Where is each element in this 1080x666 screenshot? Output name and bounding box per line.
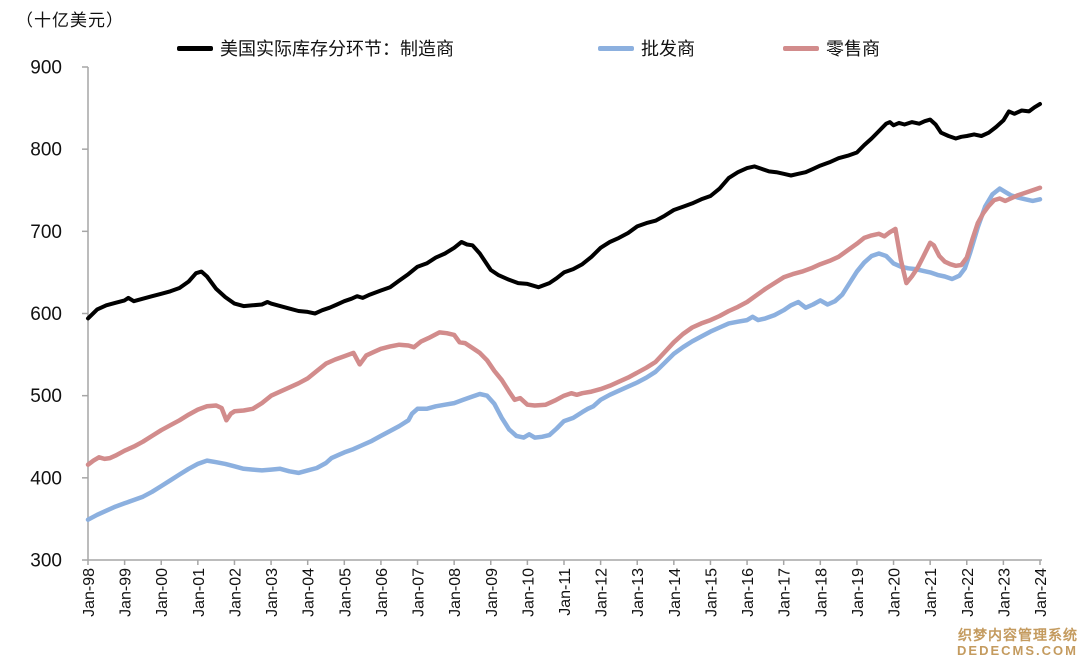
legend-label-wholesaler: 批发商: [641, 39, 695, 59]
x-tick-label: Jan-19: [850, 568, 867, 617]
x-tick-label: Jan-06: [374, 568, 391, 617]
x-tick-label: Jan-10: [520, 568, 537, 617]
y-tick-label: 900: [30, 58, 62, 79]
x-tick-label: Jan-05: [337, 568, 354, 617]
legend-item-retailer: 零售商: [783, 36, 880, 60]
x-tick-label: Jan-17: [777, 568, 794, 617]
x-tick-label: Jan-16: [740, 568, 757, 617]
x-axis-ticks: Jan-98 Jan-99 Jan-00 Jan-01 Jan-02 Jan-03 Jan-…: [81, 560, 1050, 617]
x-tick-label: Jan-00: [154, 568, 171, 617]
legend-label-manufacturer: 美国实际库存分环节：制造商: [220, 39, 454, 59]
series-line-retailer: [85, 185, 1043, 467]
x-tick-label: Jan-11: [557, 568, 574, 616]
x-tick-label: Jan-24: [1033, 568, 1050, 617]
x-tick-label: Jan-21: [923, 568, 940, 617]
y-tick-label: 700: [30, 222, 62, 243]
x-tick-label: Jan-03: [264, 568, 281, 617]
x-tick-label: Jan-98: [81, 568, 98, 617]
x-tick-label: Jan-23: [996, 568, 1013, 617]
legend-line-swatch-retailer: [783, 45, 819, 51]
watermark: 织梦内容管理系统 DEDECMS.COM: [957, 627, 1078, 659]
x-tick-label: Jan-13: [630, 568, 647, 617]
x-tick-label: Jan-07: [411, 568, 428, 617]
axes: [87, 67, 1042, 561]
x-tick-label: Jan-08: [447, 568, 464, 617]
series-lines: [85, 102, 1043, 522]
y-tick-label: 600: [30, 304, 62, 325]
y-tick-label: 500: [30, 386, 62, 407]
watermark-text-domain: DEDECMS.COM: [957, 643, 1078, 658]
x-tick-label: Jan-09: [484, 568, 501, 617]
x-tick-label: Jan-02: [227, 568, 244, 617]
x-tick-label: Jan-18: [813, 568, 830, 617]
y-tick-label: 400: [30, 468, 62, 489]
x-tick-label: Jan-01: [191, 568, 208, 617]
x-tick-label: Jan-20: [887, 568, 904, 617]
legend-item-wholesaler: 批发商: [598, 36, 695, 60]
series-line-manufacturer: [86, 102, 1042, 321]
x-tick-label: Jan-12: [594, 568, 611, 617]
y-tick-label: 300: [30, 551, 62, 572]
y-axis-ticks: 900 800 700 600 500 400 300: [30, 58, 88, 572]
legend-line-swatch-wholesaler: [598, 45, 634, 51]
x-tick-label: Jan-15: [703, 568, 720, 617]
x-tick-label: Jan-22: [960, 568, 977, 617]
legend-item-manufacturer: 美国实际库存分环节：制造商: [177, 36, 454, 60]
y-axis-unit-label: （十亿美元）: [16, 11, 124, 30]
legend-line-swatch-manufacturer: [177, 45, 213, 51]
x-tick-label: Jan-04: [301, 568, 318, 617]
legend-label-retailer: 零售商: [826, 39, 880, 59]
y-tick-label: 800: [30, 140, 62, 161]
watermark-text-cn: 织梦内容管理系统: [958, 627, 1078, 643]
x-tick-label: Jan-14: [667, 568, 684, 617]
x-tick-label: Jan-99: [118, 568, 135, 617]
